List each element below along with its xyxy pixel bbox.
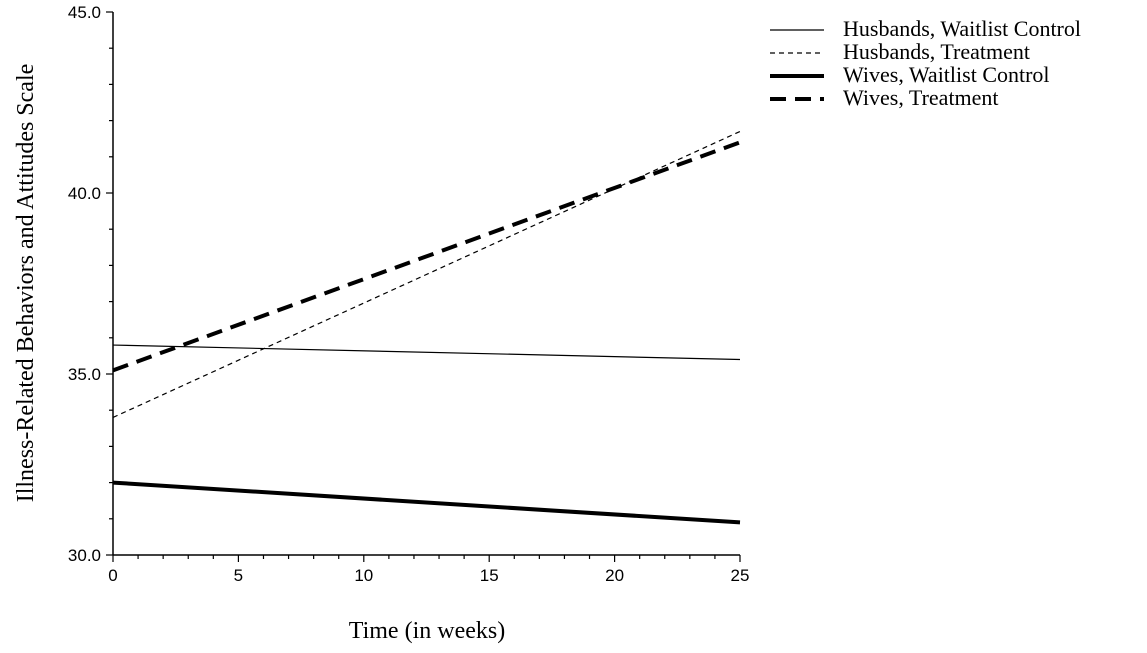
series-line-3: [112, 140, 741, 373]
x-tick-label: 5: [234, 566, 243, 585]
ticks: 30.0 35.0 40.0 45.0 0 5 10 15 20 25: [68, 3, 750, 585]
x-tick-label: 10: [354, 566, 373, 585]
axes: [112, 12, 740, 556]
series-line-2: [112, 480, 741, 525]
x-tick-label: 25: [731, 566, 750, 585]
y-tick-label: 35.0: [68, 365, 101, 384]
x-tick-label: 15: [480, 566, 499, 585]
series-layer: [112, 130, 741, 525]
y-tick-label: 45.0: [68, 3, 101, 22]
series-line-1: [112, 130, 741, 418]
legend-label-0: Husbands, Waitlist Control: [843, 16, 1081, 41]
y-tick-label: 30.0: [68, 546, 101, 565]
series-line-0: [112, 344, 741, 361]
legend-label-1: Husbands, Treatment: [843, 39, 1030, 64]
legend-label-2: Wives, Waitlist Control: [843, 62, 1050, 87]
y-tick-label: 40.0: [68, 184, 101, 203]
y-axis-title: Illness-Related Behaviors and Attitudes …: [13, 64, 39, 503]
legend-label-3: Wives, Treatment: [843, 85, 999, 110]
x-tick-label: 0: [108, 566, 117, 585]
x-tick-label: 20: [605, 566, 624, 585]
x-axis-title: Time (in weeks): [349, 618, 505, 644]
